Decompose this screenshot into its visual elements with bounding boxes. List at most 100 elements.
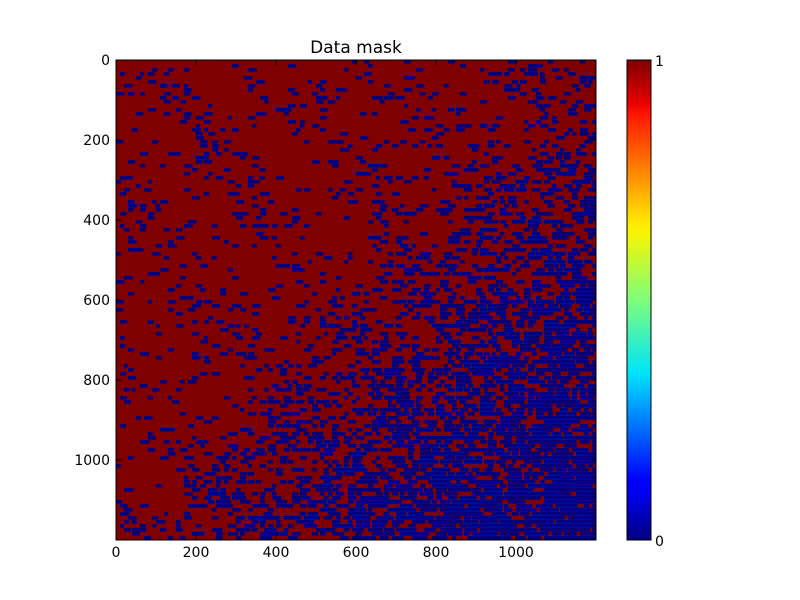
heatmap-cell (588, 236, 593, 240)
heatmap-cell (184, 68, 190, 72)
heatmap-cell (392, 492, 399, 496)
heatmap-cell (236, 212, 241, 216)
heatmap-cell (516, 500, 521, 504)
heatmap-cell (488, 528, 493, 532)
heatmap-cell (348, 436, 353, 440)
heatmap-cell (212, 492, 220, 496)
heatmap-cell (244, 428, 252, 432)
heatmap-cell (364, 60, 370, 64)
heatmap-cell (368, 500, 376, 504)
heatmap-cell (340, 376, 349, 380)
heatmap-cell (564, 400, 572, 404)
heatmap-cell (448, 504, 454, 508)
heatmap-cell (552, 236, 557, 240)
heatmap-cell (348, 492, 355, 496)
heatmap-cell (184, 164, 193, 168)
heatmap-cell (316, 308, 322, 312)
heatmap-cell (408, 256, 413, 260)
heatmap-cell (312, 424, 318, 428)
heatmap-cell (316, 488, 322, 492)
heatmap-cell (376, 440, 382, 444)
heatmap-cell (428, 116, 435, 120)
heatmap-cell (524, 388, 532, 392)
heatmap-cell (448, 436, 454, 440)
heatmap-cell (216, 152, 222, 156)
heatmap-cell (304, 448, 312, 452)
heatmap-cell (164, 256, 170, 260)
heatmap-cell (252, 328, 259, 332)
heatmap-cell (508, 492, 515, 496)
heatmap-cell (388, 260, 394, 264)
heatmap-cell (576, 360, 584, 364)
heatmap-cell (504, 436, 512, 440)
heatmap-cell (376, 488, 381, 492)
heatmap-cell (512, 424, 519, 428)
heatmap-cell (268, 396, 274, 400)
heatmap-cell (452, 236, 461, 240)
heatmap-cell (376, 320, 383, 324)
heatmap-cell (308, 500, 313, 504)
heatmap-cell (584, 172, 590, 176)
heatmap-cell (408, 512, 413, 516)
heatmap-cell (316, 212, 322, 216)
heatmap-cell (240, 408, 245, 412)
heatmap-cell (424, 528, 431, 532)
heatmap-cell (360, 352, 365, 356)
heatmap-cell (408, 524, 416, 528)
heatmap-cell (576, 460, 583, 464)
heatmap-cell (424, 252, 432, 256)
heatmap-cell (500, 252, 506, 256)
heatmap-cell (520, 364, 526, 368)
heatmap-cell (292, 536, 298, 540)
heatmap-cell (544, 468, 551, 472)
heatmap-cell (580, 340, 587, 344)
heatmap-cell (212, 224, 218, 228)
heatmap-cell (460, 248, 468, 252)
heatmap-cell (160, 96, 167, 100)
heatmap-cell (456, 484, 463, 488)
heatmap-cell (540, 116, 548, 120)
heatmap-cell (400, 464, 408, 468)
heatmap-cell (420, 368, 426, 372)
heatmap-cell (456, 460, 463, 464)
heatmap-cell (544, 400, 551, 404)
heatmap-cell (516, 400, 525, 404)
heatmap-cell (128, 204, 137, 208)
heatmap-cell (584, 496, 591, 500)
heatmap-cell (580, 500, 587, 504)
heatmap-cell (448, 296, 456, 300)
heatmap-cell (580, 288, 585, 292)
heatmap-cell (352, 328, 357, 332)
heatmap-cell (148, 432, 153, 436)
heatmap-cell (492, 440, 497, 444)
heatmap-cell (388, 368, 395, 372)
heatmap-cell (588, 252, 595, 256)
heatmap-cell (348, 372, 357, 376)
heatmap-cell (136, 416, 142, 420)
heatmap-cell (444, 512, 452, 516)
heatmap-cell (408, 416, 415, 420)
heatmap-cell (532, 520, 537, 524)
heatmap-cell (560, 380, 568, 384)
heatmap-cell (580, 476, 587, 480)
heatmap-cell (536, 304, 541, 308)
heatmap-cell (548, 516, 554, 520)
heatmap-cell (432, 324, 441, 328)
heatmap-cell (488, 504, 495, 508)
heatmap-cell (204, 192, 210, 196)
heatmap-cell (492, 124, 500, 128)
heatmap-cell (592, 404, 596, 408)
heatmap-cell (492, 428, 500, 432)
heatmap-cell (384, 376, 391, 380)
heatmap-cell (432, 244, 439, 248)
heatmap-cell (576, 336, 582, 340)
heatmap-cell (480, 492, 485, 496)
heatmap-cell (544, 532, 549, 536)
heatmap-cell (196, 532, 205, 536)
heatmap-cell (272, 296, 281, 300)
heatmap-cell (592, 252, 596, 256)
heatmap-cell (580, 428, 585, 432)
heatmap-cell (572, 468, 577, 472)
heatmap-cell (160, 84, 168, 88)
heatmap-cell (272, 224, 278, 228)
